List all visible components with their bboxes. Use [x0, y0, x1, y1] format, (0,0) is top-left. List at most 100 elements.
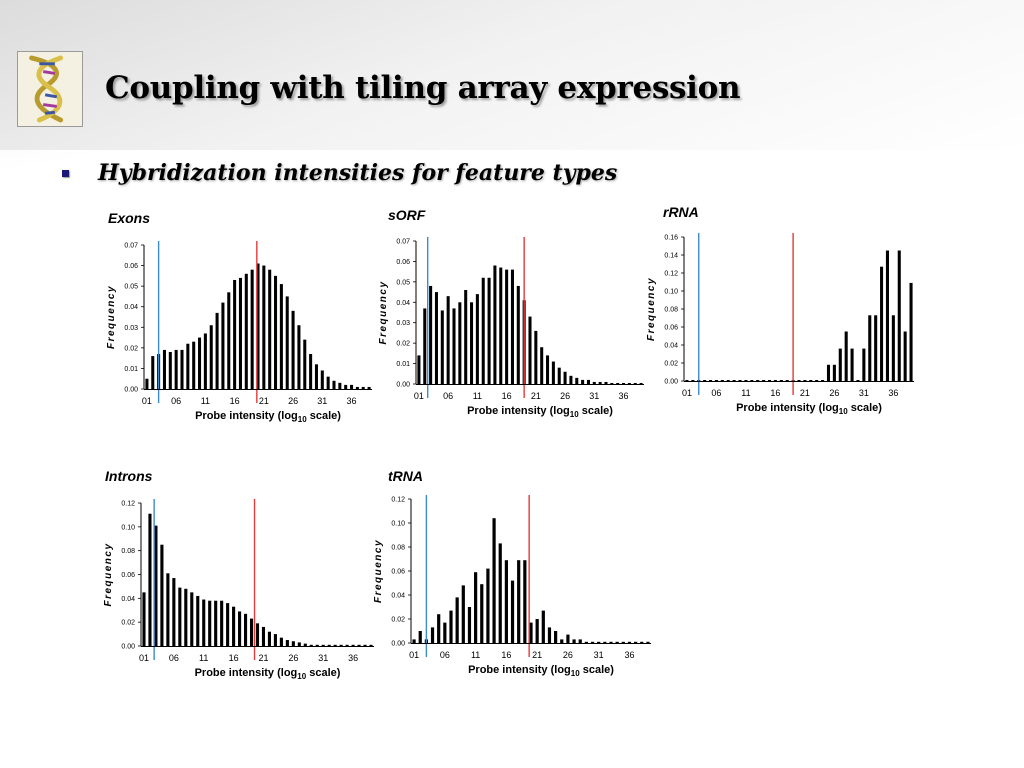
introns-bar [148, 513, 152, 646]
sorf-bar [505, 269, 509, 384]
chart-rrna: rRNA Frequency 0.00 0.02 0.04 0.06 0.08 0.10 0.1… [646, 204, 914, 416]
sorf-x-tick-label: 31 [589, 391, 599, 401]
rrna-y-tick-label: 0.00 [664, 379, 678, 386]
rrna-x-tick-label: 26 [829, 388, 839, 398]
rrna-bar [862, 348, 866, 381]
introns-x-tick-label: 06 [169, 653, 179, 663]
exons-bar [221, 302, 225, 389]
rrna-y-tick-label: 0.06 [664, 325, 678, 332]
rrna-bar [832, 364, 836, 381]
rrna-bar [779, 380, 783, 381]
sorf-bar [534, 330, 538, 384]
sorf-bar [458, 302, 462, 384]
trna-bar [498, 543, 502, 643]
introns-bar [232, 606, 236, 646]
exons-bar [297, 325, 301, 389]
introns-bar [363, 644, 367, 646]
exons-y-tick-label: 0.00 [124, 387, 138, 394]
trna-x-axis-label: Probe intensity (log10 scale) [468, 664, 614, 678]
introns-bar [142, 592, 146, 646]
rrna-y-axis-label: Frequency [646, 277, 657, 341]
trna-x-tick-label: 16 [501, 650, 511, 660]
introns-bar [309, 644, 313, 646]
rrna-x-tick-label: 11 [741, 388, 750, 398]
rrna-bar [874, 315, 878, 381]
sorf-bar [610, 382, 614, 384]
trna-y-tick-label: 0.08 [391, 545, 405, 552]
sorf-y-tick-label: 0.02 [396, 341, 410, 348]
exons-x-tick-label: 36 [347, 396, 357, 406]
sorf-x-tick-label: 21 [531, 391, 541, 401]
rrna-bar [844, 331, 848, 381]
introns-bar [261, 626, 266, 646]
sorf-y-tick-label: 0.07 [396, 239, 410, 246]
sorf-bar [616, 382, 620, 384]
exons-x-tick-label: 31 [317, 396, 327, 406]
introns-bar [243, 613, 248, 646]
trna-bar [541, 610, 545, 643]
exons-y-tick-label: 0.01 [124, 366, 138, 373]
sorf-x-tick-label: 36 [619, 391, 629, 401]
sorf-x-tick-label: 06 [443, 391, 453, 401]
sorf-bar [481, 277, 485, 384]
slide-title: Coupling with tiling array expression [105, 70, 741, 106]
rrna-y-tick-label: 0.12 [664, 271, 678, 278]
trna-bar [535, 619, 539, 643]
exons-bar [168, 351, 172, 389]
trna-bar [480, 584, 484, 643]
rrna-bar [685, 380, 689, 381]
exons-bar [192, 341, 196, 389]
introns-bar [220, 600, 224, 646]
sorf-bar [429, 285, 433, 384]
introns-x-axis-label: Probe intensity (log10 scale) [195, 667, 341, 681]
trna-bar [523, 560, 527, 643]
sorf-bar [622, 382, 626, 384]
exons-bar [285, 296, 289, 389]
rrna-bar [838, 348, 842, 381]
rrna-bar [885, 250, 889, 381]
rrna-chart-title: rRNA [663, 204, 699, 220]
exons-bar [244, 273, 248, 389]
rrna-bar [821, 380, 825, 381]
sorf-bar [540, 347, 544, 384]
introns-y-tick-label: 0.08 [121, 548, 135, 555]
trna-y-axis-label: Frequency [373, 539, 384, 603]
introns-x-tick-label: 11 [199, 653, 208, 663]
rrna-bar [773, 380, 777, 381]
rrna-bar [732, 380, 736, 381]
introns-bar [297, 642, 301, 646]
exons-bar [361, 386, 365, 389]
trna-x-tick-label: 06 [440, 650, 450, 660]
exons-bar [268, 269, 272, 389]
rrna-bar [756, 380, 760, 381]
exons-bar [367, 386, 371, 389]
sorf-bar [470, 302, 474, 384]
exons-bar [215, 312, 219, 389]
rrna-bar [826, 364, 831, 381]
introns-bar [160, 544, 164, 646]
trna-x-tick-label: 01 [409, 650, 419, 660]
exons-x-tick-label: 26 [288, 396, 298, 406]
trna-bar [504, 560, 508, 643]
trna-bar [566, 634, 570, 643]
introns-bar [166, 573, 170, 646]
rrna-bar [762, 380, 766, 381]
trna-x-tick-label: 36 [624, 650, 634, 660]
exons-bar [227, 292, 231, 389]
rrna-bar [815, 380, 819, 381]
exons-y-axis-label: Frequency [106, 285, 117, 349]
trna-bar [603, 641, 607, 643]
introns-bar [333, 644, 337, 646]
sorf-bar [440, 310, 444, 384]
introns-y-axis-label: Frequency [103, 542, 114, 606]
exons-bar [350, 384, 354, 389]
sorf-bar [551, 361, 555, 384]
trna-bar [443, 622, 447, 643]
chart-exons: Exons Frequency 0.00 0.01 0.02 0.03 0.04 0.05 0.… [106, 210, 372, 424]
introns-y-tick-label: 0.04 [121, 596, 135, 603]
introns-bar [184, 588, 188, 646]
sorf-bar [639, 382, 643, 384]
rrna-y-tick-label: 0.04 [664, 343, 678, 350]
exons-bar [303, 339, 307, 389]
introns-bar [327, 644, 331, 646]
